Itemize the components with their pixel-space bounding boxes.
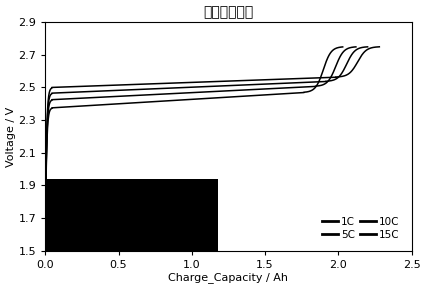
Legend: 1C, 5C, 10C, 15C: 1C, 5C, 10C, 15C <box>319 214 403 243</box>
Y-axis label: Voltage / V: Voltage / V <box>6 106 16 166</box>
X-axis label: Charge_Capacity / Ah: Charge_Capacity / Ah <box>168 273 288 284</box>
Bar <box>45 179 218 251</box>
Title: 常温倍率充电: 常温倍率充电 <box>203 5 253 20</box>
